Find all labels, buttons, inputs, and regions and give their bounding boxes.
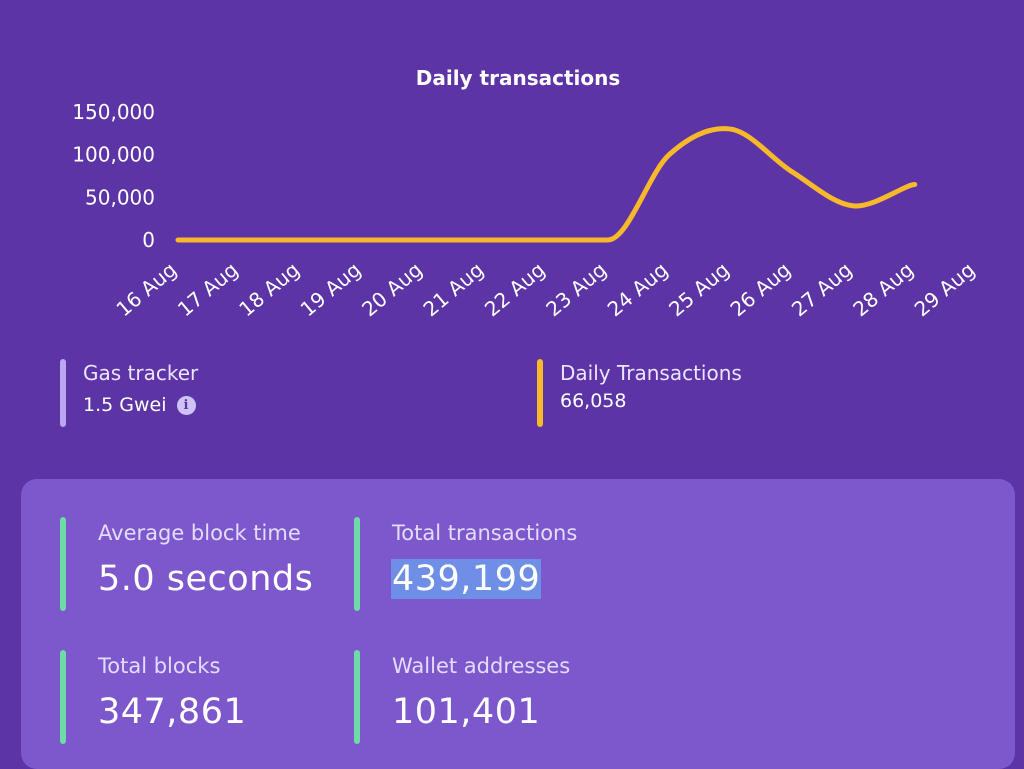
x-tick-label: 28 Aug — [848, 257, 918, 321]
daily-transactions-value: 66,058 — [560, 390, 627, 412]
daily-transactions-label: Daily Transactions — [560, 361, 742, 385]
stat-accent-bar — [354, 517, 360, 611]
x-tick-label: 29 Aug — [910, 257, 980, 321]
x-tick-label: 21 Aug — [419, 257, 489, 321]
stat-accent-bar — [60, 517, 66, 611]
y-tick-label: 150,000 — [72, 100, 155, 124]
stats-card — [21, 479, 1015, 769]
stat-average-block-time: Average block time 5.0 seconds — [60, 517, 340, 611]
x-tick-label: 19 Aug — [296, 257, 366, 321]
gas-tracker-accent-bar — [60, 359, 66, 427]
x-tick-label: 18 Aug — [234, 257, 304, 321]
stat-wallet-addresses: Wallet addresses 101,401 — [354, 650, 634, 744]
stat-value-selected[interactable]: 439,199 — [391, 559, 542, 599]
x-tick-label: 25 Aug — [664, 257, 734, 321]
daily-transactions-chart: Daily transactions 150,000 100,000 50,000 0… — [72, 66, 980, 321]
y-tick-label: 0 — [142, 228, 155, 252]
selected-text[interactable]: 439,199 — [391, 559, 542, 599]
stat-accent-bar — [60, 650, 66, 744]
x-tick-label: 20 Aug — [357, 257, 427, 321]
x-tick-label: 24 Aug — [603, 257, 673, 321]
gas-tracker-value-row: 1.5 Gwei i — [83, 394, 196, 416]
gas-tracker-label: Gas tracker — [83, 361, 199, 385]
stat-value: 101,401 — [392, 692, 541, 732]
x-tick-label: 22 Aug — [480, 257, 550, 321]
x-tick-label: 26 Aug — [726, 257, 796, 321]
stat-value: 5.0 seconds — [98, 559, 314, 599]
y-tick-label: 100,000 — [72, 143, 155, 167]
stat-total-transactions: Total transactions 439,199 — [354, 517, 634, 611]
daily-transactions-accent-bar — [537, 359, 543, 427]
stat-label: Wallet addresses — [392, 654, 571, 678]
y-tick-label: 50,000 — [85, 185, 155, 209]
x-tick-label: 27 Aug — [787, 257, 857, 321]
stat-label: Average block time — [98, 521, 301, 545]
series-line — [175, 126, 918, 243]
stat-total-blocks: Total blocks 347,861 — [60, 650, 340, 744]
stat-label: Total blocks — [98, 654, 221, 678]
info-icon[interactable]: i — [176, 395, 196, 415]
gas-tracker-panel: Gas tracker 1.5 Gwei i — [60, 359, 480, 427]
gas-tracker-value: 1.5 Gwei — [83, 394, 167, 416]
x-tick-label: 23 Aug — [541, 257, 611, 321]
chart-title: Daily transactions — [416, 66, 621, 90]
x-tick-label: 17 Aug — [173, 257, 243, 321]
stat-label: Total transactions — [392, 521, 578, 545]
stat-accent-bar — [354, 650, 360, 744]
daily-transactions-panel: Daily Transactions 66,058 — [537, 359, 957, 427]
x-tick-label: 16 Aug — [112, 257, 182, 321]
stat-value: 347,861 — [98, 692, 247, 732]
